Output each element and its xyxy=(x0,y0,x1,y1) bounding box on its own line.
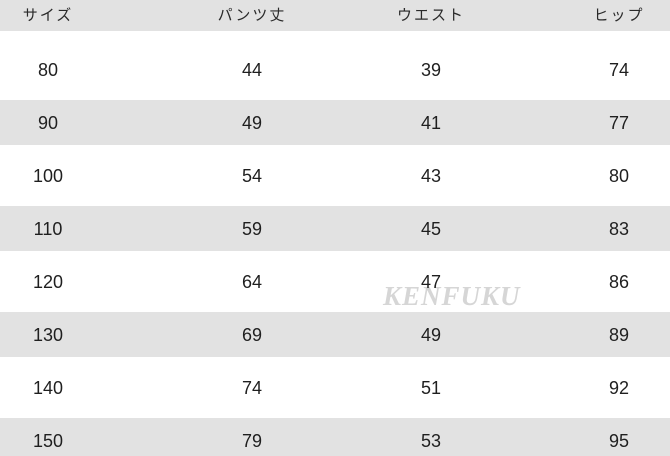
waist-cell: 53 xyxy=(420,431,442,451)
pants-length-cell: 69 xyxy=(241,325,263,345)
header-size: サイズ xyxy=(22,7,74,24)
table-row: 100 54 43 80 xyxy=(0,150,670,203)
hip-cell: 83 xyxy=(608,219,630,239)
size-cell: 110 xyxy=(33,219,63,239)
size-cell: 100 xyxy=(32,166,64,186)
pants-length-cell: 49 xyxy=(241,113,263,133)
waist-cell: 47 xyxy=(420,272,442,292)
waist-cell: 45 xyxy=(420,219,442,239)
size-cell: 140 xyxy=(32,378,64,398)
pants-length-cell: 59 xyxy=(241,219,263,239)
hip-cell: 95 xyxy=(608,431,630,451)
hip-cell: 77 xyxy=(608,113,630,133)
table-row: 90 49 41 77 xyxy=(0,97,670,150)
hip-cell: 89 xyxy=(608,325,630,345)
waist-cell: 39 xyxy=(420,60,442,80)
size-cell: 120 xyxy=(32,272,64,292)
table-row: 150 79 53 95 xyxy=(0,415,670,456)
table-row: 80 44 39 74 xyxy=(0,44,670,97)
hip-cell: 86 xyxy=(608,272,630,292)
table-body: 80 44 39 74 90 49 41 77 100 54 43 80 110… xyxy=(0,44,670,456)
header-hip: ヒップ xyxy=(593,7,645,24)
waist-cell: 43 xyxy=(420,166,442,186)
pants-length-cell: 74 xyxy=(241,378,263,398)
pants-length-cell: 44 xyxy=(241,60,263,80)
size-cell: 150 xyxy=(32,431,64,451)
table-row: 140 74 51 92 xyxy=(0,362,670,415)
pants-length-cell: 54 xyxy=(241,166,263,186)
header-pants-length: パンツ丈 xyxy=(217,7,287,24)
hip-cell: 74 xyxy=(608,60,630,80)
size-cell: 130 xyxy=(32,325,64,345)
brand-watermark: KENFUKU xyxy=(383,281,521,311)
hip-cell: 80 xyxy=(608,166,630,186)
waist-cell: 49 xyxy=(420,325,442,345)
waist-cell: 51 xyxy=(420,378,442,398)
table-row: 120 64 47 86 xyxy=(0,256,670,309)
header-waist: ウエスト xyxy=(396,7,465,24)
pants-length-cell: 64 xyxy=(241,272,263,292)
table-header-row: サイズ パンツ丈 ウエスト ヒップ xyxy=(0,0,670,31)
waist-cell: 41 xyxy=(420,113,442,133)
table-row: 110 59 45 83 xyxy=(0,203,670,256)
hip-cell: 92 xyxy=(608,378,630,398)
pants-length-cell: 79 xyxy=(241,431,263,451)
size-cell: 80 xyxy=(37,60,59,80)
table-row: 130 69 49 89 xyxy=(0,309,670,362)
size-cell: 90 xyxy=(37,113,59,133)
